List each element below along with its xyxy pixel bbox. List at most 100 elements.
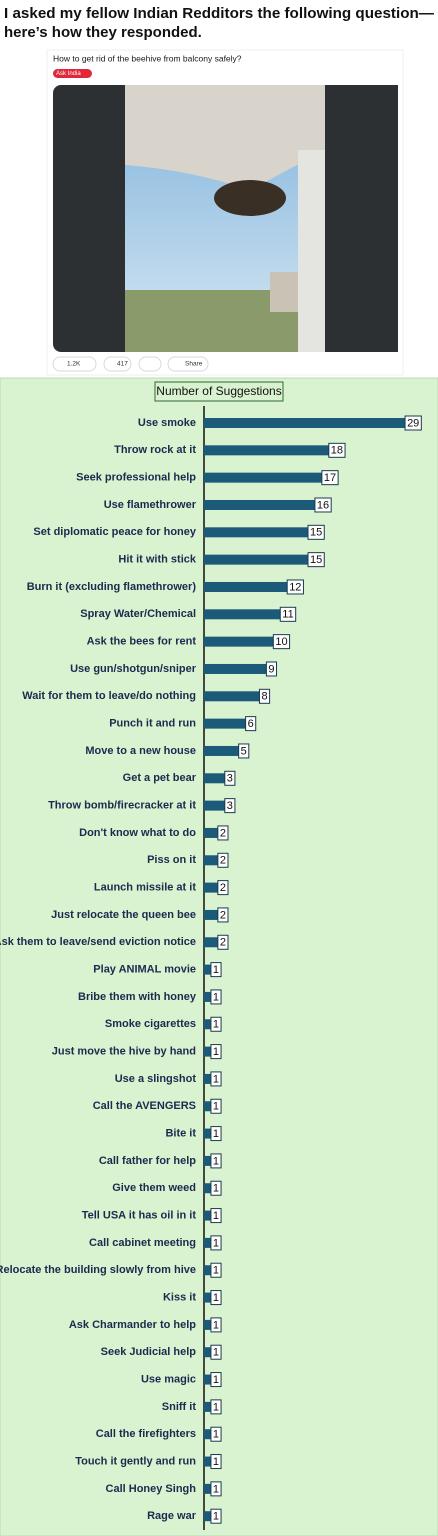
label-box [210, 989, 222, 1005]
label-box [258, 688, 271, 704]
label-box [265, 661, 278, 677]
bar [204, 527, 308, 538]
bar [204, 1210, 211, 1221]
data-label: 29 [407, 417, 419, 429]
category-label: Seek Judicial help [101, 1346, 197, 1358]
category-label: Don't know what to do [79, 827, 196, 839]
label-box [328, 442, 346, 458]
bar [204, 1401, 211, 1412]
label-box [210, 1126, 222, 1142]
label-box [210, 1290, 222, 1306]
category-label: Use flamethrower [104, 499, 197, 511]
data-label: 1 [213, 1101, 219, 1113]
label-box [210, 1454, 222, 1470]
bar [204, 1101, 211, 1112]
category-label: Smoke cigarettes [105, 1018, 196, 1030]
data-label: 10 [275, 636, 287, 648]
share-pill[interactable] [167, 356, 209, 372]
flair[interactable] [53, 69, 92, 78]
bar [204, 1265, 211, 1276]
bar [204, 1347, 211, 1358]
data-label: 11 [282, 609, 293, 621]
ceiling [125, 85, 325, 190]
category-label: Use gun/shotgun/sniper [70, 663, 197, 675]
share-label[interactable]: Share [185, 361, 203, 368]
category-label: Call Honey Singh [106, 1483, 197, 1495]
data-label: 16 [317, 499, 329, 511]
data-label: 1 [213, 1183, 219, 1195]
vote-count[interactable]: 1.2K [67, 361, 81, 368]
label-box [321, 470, 339, 486]
award-pill[interactable] [138, 356, 162, 372]
bar [204, 1183, 211, 1194]
bar [204, 964, 211, 975]
bar [204, 691, 260, 702]
bar [204, 909, 218, 920]
label-box [210, 1317, 222, 1333]
data-label: 5 [241, 745, 247, 757]
bar [204, 472, 322, 483]
label-box [210, 1071, 222, 1087]
bar [204, 1374, 211, 1385]
label-box [210, 1426, 222, 1442]
bar [204, 663, 267, 674]
data-label: 1 [213, 1265, 219, 1277]
bar [204, 1073, 211, 1084]
label-box [210, 1044, 222, 1060]
label-box [217, 880, 229, 896]
bar [204, 445, 329, 456]
bar [204, 800, 225, 811]
category-label: Tell USA it has oil in it [82, 1209, 197, 1221]
data-label: 15 [310, 554, 322, 566]
comment-count[interactable]: 417 [117, 361, 128, 368]
flair-text[interactable]: Ask India [56, 71, 81, 77]
category-label: Move to a new house [85, 745, 196, 757]
data-label: 2 [220, 827, 226, 839]
label-box [224, 798, 236, 814]
data-label: 8 [261, 691, 267, 703]
bar [204, 1019, 211, 1030]
chart-title: Number of Suggestions [156, 384, 281, 398]
category-label: Sniff it [162, 1401, 197, 1413]
bar [204, 581, 288, 592]
post-title[interactable]: How to get rid of the beehive from balco… [53, 53, 242, 63]
bar [204, 1292, 211, 1303]
category-label: Throw bomb/firecracker at it [48, 800, 196, 812]
vote-pill[interactable] [52, 356, 97, 372]
label-box [210, 1481, 222, 1497]
heading-line: here’s how they responded. [4, 24, 202, 41]
label-box [210, 1262, 222, 1278]
data-label: 1 [213, 1456, 219, 1468]
data-label: 1 [213, 1128, 219, 1140]
category-label: Use a slingshot [115, 1073, 197, 1085]
category-label: Piss on it [147, 854, 196, 866]
bar [204, 636, 274, 647]
bar [204, 418, 406, 428]
bar [204, 745, 239, 756]
label-box [210, 1208, 222, 1224]
wall [298, 150, 325, 352]
bar [204, 991, 211, 1002]
label-box [210, 962, 222, 978]
comment-pill[interactable] [103, 356, 132, 372]
bar [204, 827, 218, 838]
data-label: 1 [213, 1347, 219, 1359]
bar [204, 1483, 211, 1494]
bar [204, 1046, 211, 1057]
data-label: 17 [324, 472, 336, 484]
data-label: 9 [268, 663, 274, 675]
data-label: 1 [213, 1483, 219, 1495]
category-label: Hit it with stick [118, 554, 197, 566]
category-label: Ask them to leave/send eviction notice [0, 936, 196, 948]
label-box [238, 743, 250, 759]
category-label: Punch it and run [109, 718, 196, 730]
category-label: Bribe them with honey [78, 991, 197, 1003]
category-label: Launch missile at it [94, 882, 196, 894]
category-label: Seek professional help [76, 472, 196, 484]
category-label: Ask the bees for rent [87, 636, 197, 648]
data-label: 1 [213, 991, 219, 1003]
post-photo [53, 85, 398, 352]
bar [204, 1237, 211, 1248]
data-label: 12 [289, 581, 301, 593]
